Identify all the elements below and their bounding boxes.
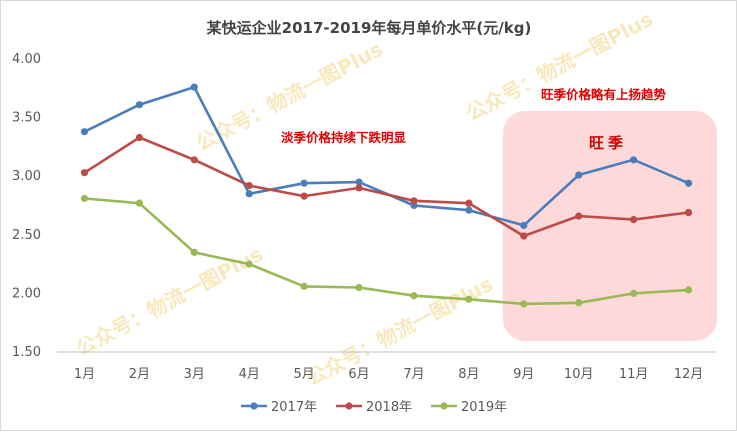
x-tick-label: 5月 (293, 367, 314, 382)
x-tick-label: 4月 (239, 367, 260, 382)
data-point (575, 171, 583, 179)
data-point (630, 289, 638, 297)
x-tick-label: 11月 (619, 367, 649, 382)
series-group (80, 83, 693, 308)
data-point (80, 169, 89, 177)
chart-title: 某快运企业2017-2019年每月单价水平(元/kg) (207, 19, 532, 37)
data-point (465, 206, 473, 214)
data-point (684, 179, 693, 187)
watermark-text: 公众号：物流一图Plus (72, 242, 267, 361)
data-point (190, 248, 198, 256)
legend-label: 2017年 (271, 400, 317, 415)
axes: 1.50 2.00 2.50 3.00 3.50 4.00 1月 2月 3月 4月 5月 6月 7月 8月… (12, 52, 716, 382)
x-tick-label: 10月 (564, 367, 594, 382)
legend-swatch-marker (440, 402, 448, 410)
peak-season-highlight (503, 111, 717, 341)
data-point (355, 178, 363, 186)
y-tick-label: 3.00 (12, 169, 41, 184)
data-point (300, 179, 308, 187)
data-point (300, 282, 308, 290)
data-point (355, 283, 363, 292)
legend-label: 2018年 (366, 400, 412, 415)
data-point (80, 194, 89, 203)
x-tick-label: 12月 (674, 367, 704, 382)
legend-swatch-marker (250, 402, 258, 410)
y-tick-label: 1.50 (12, 345, 41, 360)
data-point (245, 190, 253, 198)
series-line-2019年 (84, 197, 689, 306)
legend-label: 2019年 (461, 400, 507, 415)
y-tick-label: 2.50 (12, 228, 41, 243)
x-tick-label: 8月 (458, 367, 479, 382)
peak-note-annotation: 旺季价格略有上扬趋势 (541, 87, 667, 102)
legend: 2017年 2018年 2019年 (241, 400, 507, 415)
data-point (575, 212, 583, 220)
data-point (410, 292, 418, 300)
x-tick-label: 2月 (129, 367, 150, 382)
data-point (190, 156, 198, 164)
data-point (520, 300, 528, 308)
data-point (80, 128, 89, 136)
data-point (465, 199, 473, 207)
off-season-annotation: 淡季价格持续下跌明显 (281, 130, 407, 145)
y-tick-label: 2.00 (12, 286, 41, 301)
series-line-2018年 (83, 136, 689, 238)
data-point (135, 101, 143, 109)
data-point (684, 286, 693, 294)
data-point (410, 197, 418, 205)
legend-swatch-marker (345, 402, 353, 410)
data-point (190, 83, 198, 91)
y-tick-label: 3.50 (12, 111, 41, 126)
data-point (465, 295, 473, 303)
data-point (630, 156, 638, 164)
data-point (135, 199, 143, 207)
data-point (245, 260, 253, 268)
x-tick-label: 6月 (348, 367, 369, 382)
data-point (520, 221, 528, 230)
x-tick-label: 9月 (513, 367, 534, 382)
x-tick-label: 7月 (403, 367, 424, 382)
x-tick-label: 3月 (184, 367, 205, 382)
data-point (520, 232, 528, 240)
peak-season-label: 旺季 (589, 134, 627, 152)
data-point (630, 215, 638, 224)
data-point (684, 208, 693, 217)
data-point (245, 181, 253, 190)
data-point (300, 192, 308, 200)
x-tick-label: 1月 (74, 367, 95, 382)
data-point (575, 299, 583, 307)
data-point (135, 133, 143, 142)
data-point (355, 184, 363, 192)
y-tick-label: 4.00 (12, 52, 41, 67)
